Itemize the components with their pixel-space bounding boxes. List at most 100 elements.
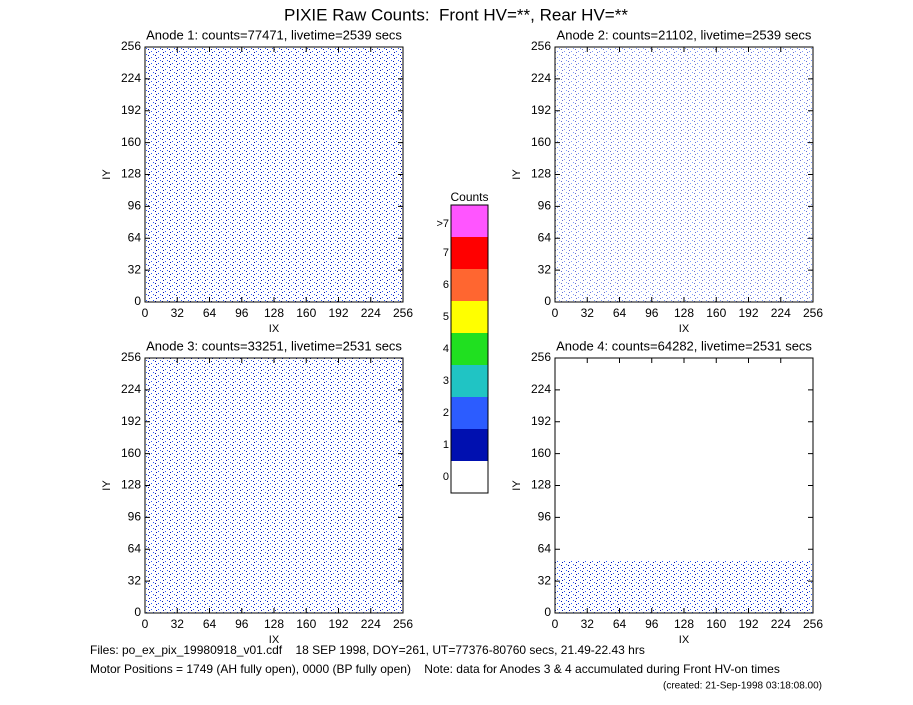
x-tick-label: 32: [581, 617, 595, 631]
image-texture: [145, 47, 403, 302]
y-tick-label: 128: [121, 167, 141, 181]
x-tick-label: 192: [738, 617, 758, 631]
colorbar-label: 6: [443, 279, 449, 291]
y-tick-label: 64: [538, 230, 552, 244]
x-tick-label: 224: [771, 306, 791, 320]
x-tick-label: 0: [142, 306, 149, 320]
page-title: PIXIE Raw Counts: Front HV=**, Rear HV=*…: [284, 5, 628, 24]
x-tick-label: 128: [264, 306, 284, 320]
y-tick-label: 32: [538, 262, 552, 276]
y-tick-label: 0: [544, 294, 551, 308]
y-tick-label: 96: [128, 510, 142, 524]
colorbar-label: 2: [443, 407, 449, 419]
x-tick-label: 224: [361, 306, 381, 320]
colorbar-swatch: [451, 269, 488, 301]
y-tick-label: 160: [531, 135, 551, 149]
x-axis-label: IX: [269, 634, 280, 646]
y-tick-label: 0: [544, 605, 551, 619]
x-tick-label: 192: [328, 617, 348, 631]
x-axis-label: IX: [269, 323, 280, 335]
y-tick-label: 64: [538, 541, 552, 555]
y-tick-label: 224: [121, 382, 141, 396]
x-tick-label: 96: [235, 617, 249, 631]
y-tick-label: 32: [128, 262, 142, 276]
x-tick-label: 256: [803, 617, 823, 631]
y-tick-label: 96: [538, 199, 552, 213]
y-tick-label: 256: [531, 350, 551, 364]
colorbar-swatch: [451, 429, 488, 461]
colorbar-label: 4: [443, 343, 449, 355]
y-tick-label: 192: [121, 103, 141, 117]
y-tick-label: 160: [121, 446, 141, 460]
panel-title: Anode 3: counts=33251, livetime=2531 sec…: [146, 338, 402, 353]
image-texture: [145, 358, 403, 613]
x-tick-label: 0: [142, 617, 149, 631]
y-tick-label: 32: [128, 573, 142, 587]
x-tick-label: 192: [738, 306, 758, 320]
y-tick-label: 32: [538, 573, 552, 587]
footer-motor: Motor Positions = 1749 (AH fully open), …: [90, 662, 780, 676]
x-tick-label: 96: [235, 306, 249, 320]
y-axis-label: IY: [101, 169, 113, 180]
colorbar-label: 1: [443, 439, 449, 451]
x-tick-label: 128: [264, 617, 284, 631]
y-tick-label: 96: [128, 199, 142, 213]
x-tick-label: 64: [613, 617, 627, 631]
y-tick-label: 0: [134, 294, 141, 308]
x-tick-label: 128: [674, 306, 694, 320]
colorbar-swatch: [451, 461, 488, 493]
y-tick-label: 224: [531, 71, 551, 85]
footer-files: Files: po_ex_pix_19980918_v01.cdf 18 SEP…: [90, 643, 645, 657]
y-tick-label: 128: [531, 167, 551, 181]
y-tick-label: 256: [121, 350, 141, 364]
y-tick-label: 128: [121, 478, 141, 492]
x-tick-label: 256: [393, 306, 413, 320]
x-tick-label: 256: [803, 306, 823, 320]
colorbar-swatch: [451, 237, 488, 269]
x-tick-label: 32: [171, 617, 185, 631]
x-tick-label: 224: [361, 617, 381, 631]
colorbar-swatch: [451, 205, 488, 237]
y-tick-label: 160: [531, 446, 551, 460]
x-tick-label: 224: [771, 617, 791, 631]
image-texture: [555, 561, 813, 613]
colorbar-swatch: [451, 397, 488, 429]
y-axis-label: IY: [511, 169, 523, 180]
panel-title: Anode 2: counts=21102, livetime=2539 sec…: [557, 27, 812, 42]
x-tick-label: 96: [645, 306, 659, 320]
y-tick-label: 256: [531, 39, 551, 53]
x-tick-label: 0: [552, 306, 559, 320]
y-tick-label: 64: [128, 230, 142, 244]
y-tick-label: 192: [531, 414, 551, 428]
colorbar-label: 3: [443, 375, 449, 387]
image-texture: [555, 47, 813, 302]
x-tick-label: 64: [613, 306, 627, 320]
colorbar-label: 7: [443, 247, 449, 259]
x-tick-label: 64: [203, 617, 217, 631]
y-tick-label: 64: [128, 541, 142, 555]
colorbar-swatch: [451, 301, 488, 333]
x-tick-label: 160: [706, 617, 726, 631]
panel-title: Anode 4: counts=64282, livetime=2531 sec…: [556, 338, 812, 353]
y-tick-label: 160: [121, 135, 141, 149]
colorbar-swatch: [451, 333, 488, 365]
colorbar-label: 5: [443, 311, 449, 323]
y-tick-label: 224: [121, 71, 141, 85]
y-tick-label: 192: [531, 103, 551, 117]
y-axis-label: IY: [511, 480, 523, 491]
panel-title: Anode 1: counts=77471, livetime=2539 sec…: [146, 27, 402, 42]
y-tick-label: 224: [531, 382, 551, 396]
colorbar-frame: [450, 204, 489, 494]
y-tick-label: 0: [134, 605, 141, 619]
y-tick-label: 96: [538, 510, 552, 524]
colorbar-label: 0: [443, 471, 449, 483]
x-tick-label: 0: [552, 617, 559, 631]
x-tick-label: 256: [393, 617, 413, 631]
x-tick-label: 32: [171, 306, 185, 320]
x-tick-label: 96: [645, 617, 659, 631]
colorbar-title: Counts: [450, 190, 488, 204]
footer-created: (created: 21-Sep-1998 03:18:08.00): [663, 681, 822, 692]
y-axis-label: IY: [101, 480, 113, 491]
x-tick-label: 160: [706, 306, 726, 320]
